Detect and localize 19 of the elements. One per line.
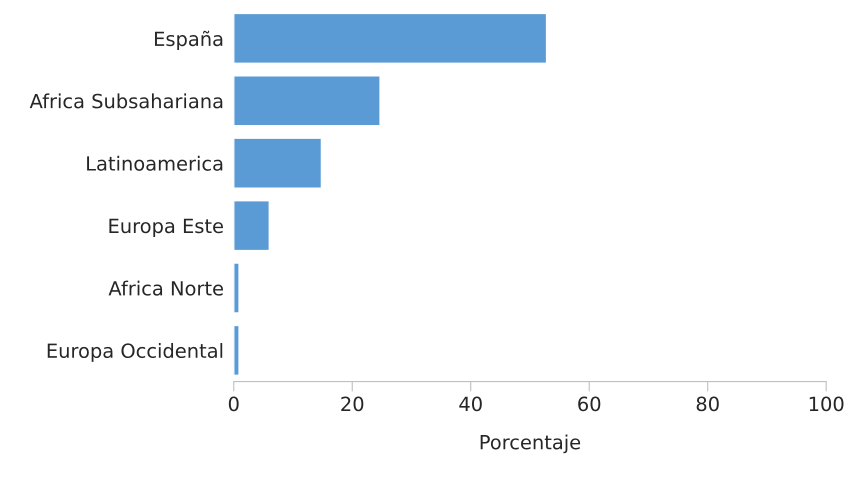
x-tick-label: 40	[459, 396, 482, 412]
bar	[234, 138, 322, 189]
y-tick-label: Europa Occidental	[48, 343, 222, 362]
bar	[234, 262, 240, 314]
x-tick-label: 20	[341, 396, 364, 412]
x-tick-label: 60	[578, 396, 600, 412]
bar	[234, 75, 381, 126]
bar	[234, 324, 240, 376]
y-tick-label: Latinoamerica	[87, 156, 222, 171]
y-tick-label: Africa Norte	[108, 280, 223, 296]
x-tick-label: 0	[228, 396, 239, 412]
x-tick-label: 80	[696, 396, 719, 412]
y-tick-label: España	[155, 30, 222, 50]
bar	[234, 12, 548, 64]
y-tick-label: Africa Subsahariana	[30, 93, 222, 108]
x-tick-label: 100	[810, 396, 844, 412]
x-axis-title: Porcentaje	[480, 434, 580, 454]
y-tick-label: Europa Este	[109, 218, 223, 238]
bar	[234, 200, 270, 252]
